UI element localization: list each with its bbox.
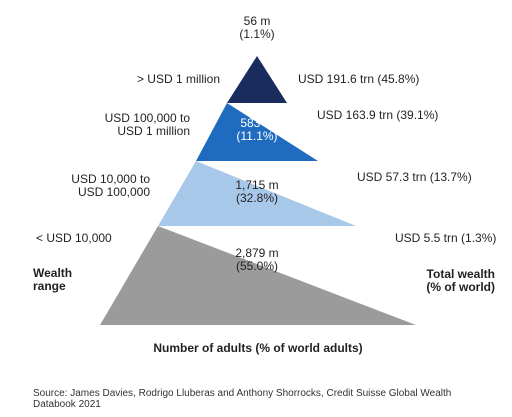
left-axis-title: Wealth range (33, 267, 72, 293)
tier-1-segment (227, 56, 287, 103)
tier-3-wealth: USD 57.3 trn (13.7%) (357, 170, 472, 184)
left-axis-title-line-2: range (33, 279, 66, 293)
source-note: Source: James Davies, Rodrigo Lluberas a… (33, 388, 452, 410)
bottom-title: Number of adults (% of world adults) (153, 341, 363, 355)
tier-3-adults-count: 1,715 m (235, 178, 279, 192)
right-axis-title-line-1: Total wealth (426, 267, 495, 281)
tier-2-wealth: USD 163.9 trn (39.1%) (317, 108, 439, 122)
tier-1-adults: 56 m (1.1%) (227, 15, 287, 41)
tier-4-adults: 2,879 m (55.0%) (217, 247, 297, 273)
tier-3-segment (158, 161, 356, 226)
tier-2-adults: 583 m (11.1%) (217, 117, 297, 143)
tier-1-wealth: USD 191.6 trn (45.8%) (298, 72, 420, 86)
tier-3-range-line-1: USD 10,000 to (71, 172, 150, 186)
right-axis-title-line-2: (% of world) (426, 280, 495, 294)
tier-1-range-line-1: > USD 1 million (136, 72, 220, 86)
tier-2-segment (196, 103, 318, 161)
tier-4-adults-pct: (55.0%) (235, 259, 279, 273)
tier-1-adults-pct: (1.1%) (239, 27, 275, 41)
tier-3-range-line-2: USD 100,000 (77, 185, 150, 199)
tier-3-adults-pct: (32.8%) (235, 191, 279, 205)
tier-2-range: USD 100,000 to USD 1 million (40, 112, 190, 138)
tier-2-adults-count: 583 m (240, 116, 274, 130)
left-axis-title-line-1: Wealth (33, 266, 73, 280)
tier-1-adults-count: 56 m (243, 14, 271, 28)
tier-2-range-line-2: USD 1 million (117, 124, 190, 138)
tier-4-wealth: USD 5.5 trn (1.3%) (395, 231, 497, 245)
tier-2-range-line-1: USD 100,000 to (104, 111, 190, 125)
tier-3-range: USD 10,000 to USD 100,000 (10, 173, 150, 199)
tier-4-range: < USD 10,000 (36, 232, 112, 245)
tier-2-adults-pct: (11.1%) (236, 129, 278, 143)
right-axis-title: Total wealth (% of world) (390, 268, 495, 294)
tier-1-range: > USD 1 million (80, 73, 220, 86)
tier-4-adults-count: 2,879 m (235, 246, 279, 260)
tier-4-range-line-1: < USD 10,000 (36, 231, 112, 245)
tier-3-adults: 1,715 m (32.8%) (217, 179, 297, 205)
tier-4-segment (100, 226, 416, 325)
